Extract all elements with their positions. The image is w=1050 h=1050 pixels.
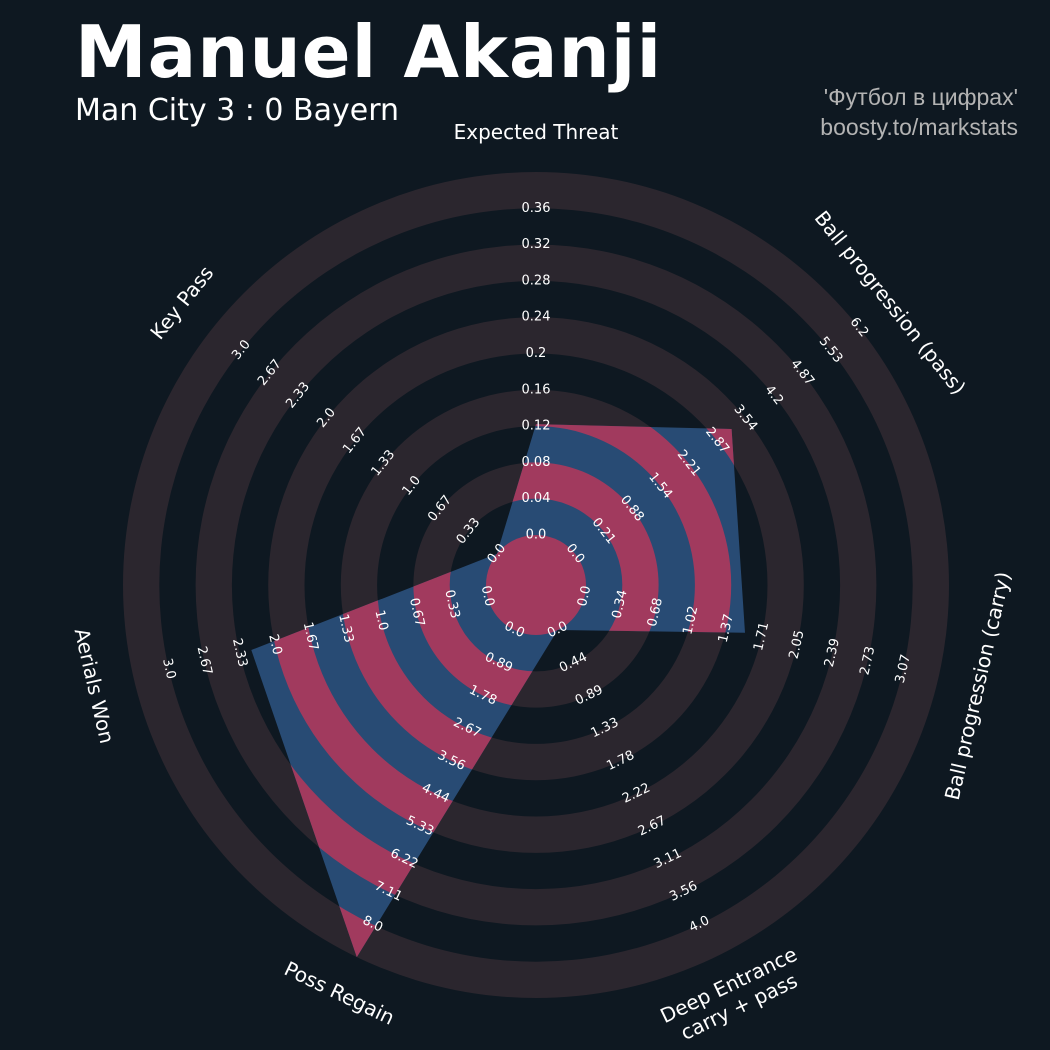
param-label: Aerials Won: [70, 626, 120, 746]
tick-label: 0.36: [522, 201, 551, 216]
tick-label: 0.08: [522, 455, 551, 470]
match-subtitle: Man City 3 : 0 Bayern: [75, 93, 400, 128]
player-center-highlight: [486, 535, 586, 635]
tick-label: 0.2: [526, 346, 547, 361]
tick-label: 2.73: [857, 645, 878, 677]
tick-label: 0.0: [575, 584, 594, 608]
tick-label: 3.07: [893, 653, 914, 685]
credit-line-2: boosty.to/markstats: [820, 114, 1018, 140]
tick-label: 2.0: [265, 633, 284, 657]
tick-label: 0.04: [522, 491, 551, 506]
tick-label: 0.68: [645, 597, 666, 629]
tick-label: 0.0: [526, 528, 547, 543]
tick-label: 2.05: [787, 629, 808, 661]
page-title: Manuel Akanji: [75, 10, 663, 94]
tick-label: 2.39: [822, 637, 843, 669]
tick-label: 0.34: [610, 588, 631, 620]
tick-label: 0.33: [441, 588, 462, 620]
tick-label: 0.28: [522, 273, 551, 288]
param-label: Expected Threat: [454, 120, 619, 144]
param-label: Key Pass: [145, 261, 218, 344]
tick-label: 1.02: [680, 605, 701, 637]
tick-label: 0.0: [478, 584, 497, 608]
tick-label: 1.0: [371, 609, 390, 633]
tick-label: 2.67: [194, 645, 215, 677]
tick-label: 3.0: [159, 657, 178, 681]
tick-label: 1.33: [335, 613, 356, 645]
tick-label: 1.37: [716, 613, 737, 645]
tick-label: 0.12: [522, 419, 551, 434]
tick-label: 0.16: [522, 382, 551, 397]
credit-line-1: 'Футбол в цифрах': [823, 84, 1018, 110]
tick-label: 1.71: [751, 621, 772, 653]
tick-label: 0.24: [522, 310, 551, 325]
tick-label: 2.33: [229, 637, 250, 669]
credit: 'Футбол в цифрах' boosty.to/markstats: [820, 82, 1018, 142]
tick-label: 1.67: [300, 621, 321, 653]
param-label: Ball progression (carry): [940, 569, 1016, 802]
tick-label: 0.32: [522, 237, 551, 252]
tick-label: 0.67: [406, 597, 427, 629]
